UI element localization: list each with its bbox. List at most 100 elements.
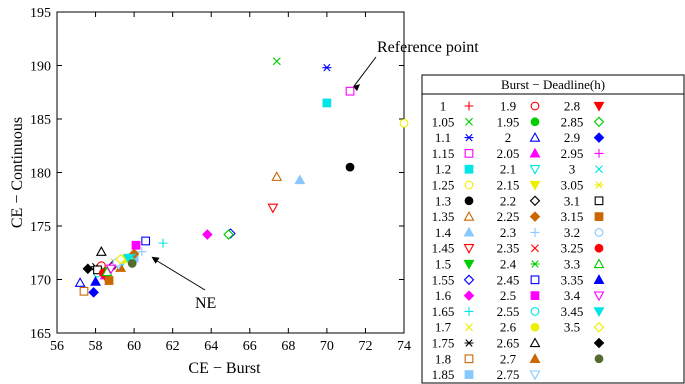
legend-marker — [594, 212, 604, 221]
legend-label: 2.25 — [497, 209, 520, 224]
legend-marker — [463, 290, 475, 301]
annotation-arrow — [153, 258, 206, 291]
annotation-arrow — [353, 56, 377, 87]
data-point — [90, 276, 101, 286]
legend-marker — [594, 243, 604, 253]
legend-label: 2.85 — [561, 114, 584, 129]
legend-label: 2.8 — [564, 99, 580, 114]
data-point — [202, 229, 213, 240]
data-point — [158, 238, 168, 248]
legend-label: 3.05 — [561, 178, 584, 193]
legend-marker — [593, 132, 605, 143]
data-point — [137, 247, 147, 257]
x-tick-label: 66 — [243, 339, 257, 354]
legend-marker — [593, 291, 605, 302]
legend-marker — [465, 323, 473, 332]
legend-label: 2.6 — [500, 320, 517, 335]
legend-label: 2 — [505, 130, 512, 145]
legend-marker — [463, 259, 475, 270]
data-point — [82, 263, 94, 275]
legend-marker — [463, 226, 475, 237]
data-point — [122, 253, 134, 264]
legend-label: 1 — [440, 99, 447, 114]
x-tick-label: 64 — [204, 339, 218, 354]
x-tick-label: 74 — [397, 339, 411, 354]
legend-label: 2.1 — [500, 162, 516, 177]
legend-label: 1.3 — [435, 193, 451, 208]
legend-label: 3.1 — [564, 193, 580, 208]
data-point — [345, 86, 355, 96]
data-points — [74, 57, 409, 298]
y-tick-label: 175 — [30, 220, 51, 235]
legend-label: 2.05 — [497, 146, 520, 161]
x-tick-label: 68 — [281, 339, 295, 354]
legend-label: 1.7 — [435, 320, 452, 335]
legend-marker — [529, 337, 541, 348]
data-point — [127, 259, 137, 268]
data-point — [74, 277, 86, 287]
legend-marker — [463, 244, 475, 254]
data-point — [115, 253, 126, 265]
legend-marker — [529, 131, 541, 142]
legend-marker — [464, 339, 474, 347]
legend-marker — [530, 101, 540, 111]
legend-marker — [594, 354, 604, 364]
legend-label: 1.55 — [432, 272, 455, 287]
data-point — [294, 174, 306, 185]
legend-marker — [465, 117, 473, 126]
legend-marker — [530, 275, 540, 285]
legend-label: 3.25 — [561, 241, 584, 256]
legend-label: 1.9 — [500, 99, 516, 114]
legend-label: 1.65 — [432, 304, 455, 319]
data-point — [104, 276, 114, 285]
legend-marker — [529, 353, 541, 363]
legend-marker — [593, 258, 605, 269]
legend-marker — [464, 180, 474, 190]
legend-marker — [530, 307, 540, 316]
legend-label: 1.5 — [435, 257, 451, 272]
x-tick-label: 56 — [50, 339, 64, 354]
legend-marker — [529, 147, 541, 158]
legend-marker — [464, 164, 474, 174]
data-point — [101, 266, 113, 277]
annotation-ne: NE — [195, 295, 216, 312]
legend-marker — [593, 321, 605, 333]
legend-label: 1.25 — [432, 178, 455, 193]
legend-label: 2.35 — [497, 241, 520, 256]
legend-marker — [529, 165, 541, 175]
legend-label: 3.2 — [564, 225, 580, 240]
x-tick-label: 70 — [320, 339, 334, 354]
legend-marker — [464, 370, 474, 379]
legend-label: 1.75 — [432, 336, 455, 351]
legend-marker — [464, 149, 474, 158]
legend-label: 2.75 — [497, 367, 520, 382]
legend-marker — [593, 116, 605, 128]
data-point — [223, 229, 234, 240]
legend-marker — [529, 195, 541, 207]
legend-marker — [593, 101, 605, 112]
data-point — [79, 286, 89, 296]
legend-label: 3.4 — [564, 288, 581, 303]
legend-label: 2.5 — [500, 288, 516, 303]
legend-label: 1.4 — [435, 225, 452, 240]
annotation-arrowhead — [151, 256, 160, 264]
data-point — [105, 264, 117, 275]
legend-label: 1.6 — [435, 288, 452, 303]
legend-label: 2.15 — [497, 178, 520, 193]
annotation-reference-point: Reference point — [377, 39, 479, 56]
legend-marker — [530, 117, 540, 127]
legend-marker — [529, 211, 541, 222]
y-tick-label: 185 — [30, 113, 51, 128]
legend: Burst − Deadline(h)11.051.11.151.21.251.… — [421, 74, 685, 384]
legend-label: 2.3 — [500, 225, 516, 240]
legend-label: 2.4 — [500, 257, 517, 272]
legend-marker — [531, 244, 539, 253]
legend-marker — [593, 337, 605, 349]
legend-marker — [530, 322, 540, 332]
y-tick-label: 165 — [30, 327, 51, 342]
legend-label: 1.15 — [432, 146, 455, 161]
legend-label: 1.2 — [435, 162, 451, 177]
data-point — [267, 203, 279, 214]
y-tick-label: 195 — [30, 6, 51, 21]
